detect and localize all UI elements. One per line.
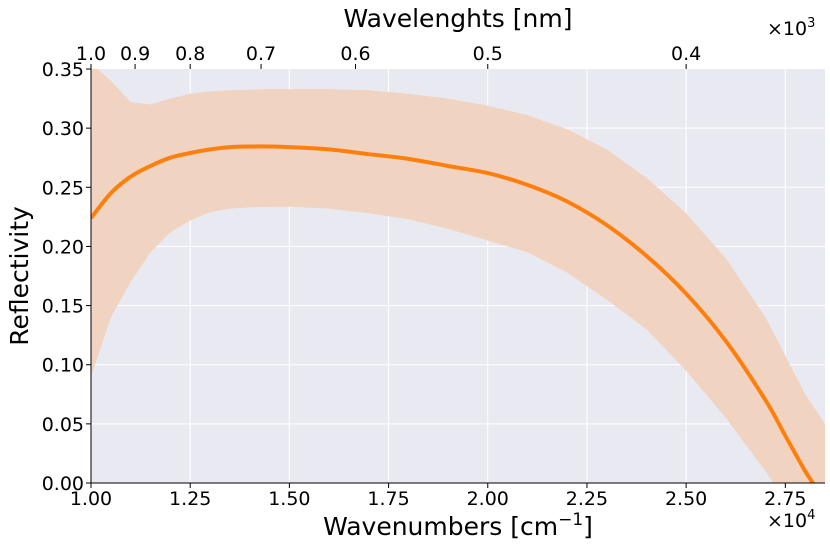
top-axis-offset: ×103 — [767, 16, 815, 40]
x-tick-label: 2.00 — [467, 488, 509, 510]
x-axis-offset: ×104 — [767, 508, 815, 532]
top-tick-label: 0.6 — [340, 43, 370, 65]
y-tick-label: 0.15 — [42, 296, 84, 318]
x-tick-label: 1.25 — [169, 488, 211, 510]
y-tick-label: 0.05 — [42, 414, 84, 436]
x-axis-title: Wavenumbers [cm−1] — [323, 510, 593, 541]
y-tick-label: 0.35 — [42, 59, 84, 81]
top-tick-label: 0.9 — [120, 43, 150, 65]
y-axis-ticks: 0.00 0.05 0.10 0.15 0.20 0.25 0.30 0.35 — [42, 59, 91, 495]
top-tick-label: 1.0 — [76, 43, 106, 65]
y-axis-title: Reflectivity — [5, 206, 34, 346]
x-tick-label: 1.00 — [70, 488, 112, 510]
top-tick-label: 0.7 — [246, 43, 276, 65]
top-axis-title: Wavelenghts [nm] — [344, 4, 573, 33]
y-tick-label: 0.25 — [42, 177, 84, 199]
x-tick-label: 2.50 — [665, 488, 707, 510]
top-tick-label: 0.8 — [175, 43, 205, 65]
top-tick-label: 0.5 — [473, 43, 503, 65]
y-tick-label: 0.10 — [42, 355, 84, 377]
x-tick-label: 2.75 — [764, 488, 806, 510]
y-tick-label: 0.30 — [42, 118, 84, 140]
x-tick-label: 1.75 — [367, 488, 409, 510]
mean-reflectivity-line — [91, 144, 816, 483]
top-axis-ticks: 1.0 0.9 0.8 0.7 0.6 0.5 0.4 — [76, 43, 701, 69]
top-tick-label: 0.4 — [671, 43, 701, 65]
y-tick-label: 0.00 — [42, 473, 84, 495]
x-tick-label: 1.50 — [268, 488, 310, 510]
x-axis-ticks: 1.00 1.25 1.50 1.75 2.00 2.25 2.50 2.75 — [70, 483, 806, 510]
y-tick-label: 0.20 — [42, 236, 84, 258]
uncertainty-band — [91, 69, 825, 483]
x-tick-label: 2.25 — [566, 488, 608, 510]
